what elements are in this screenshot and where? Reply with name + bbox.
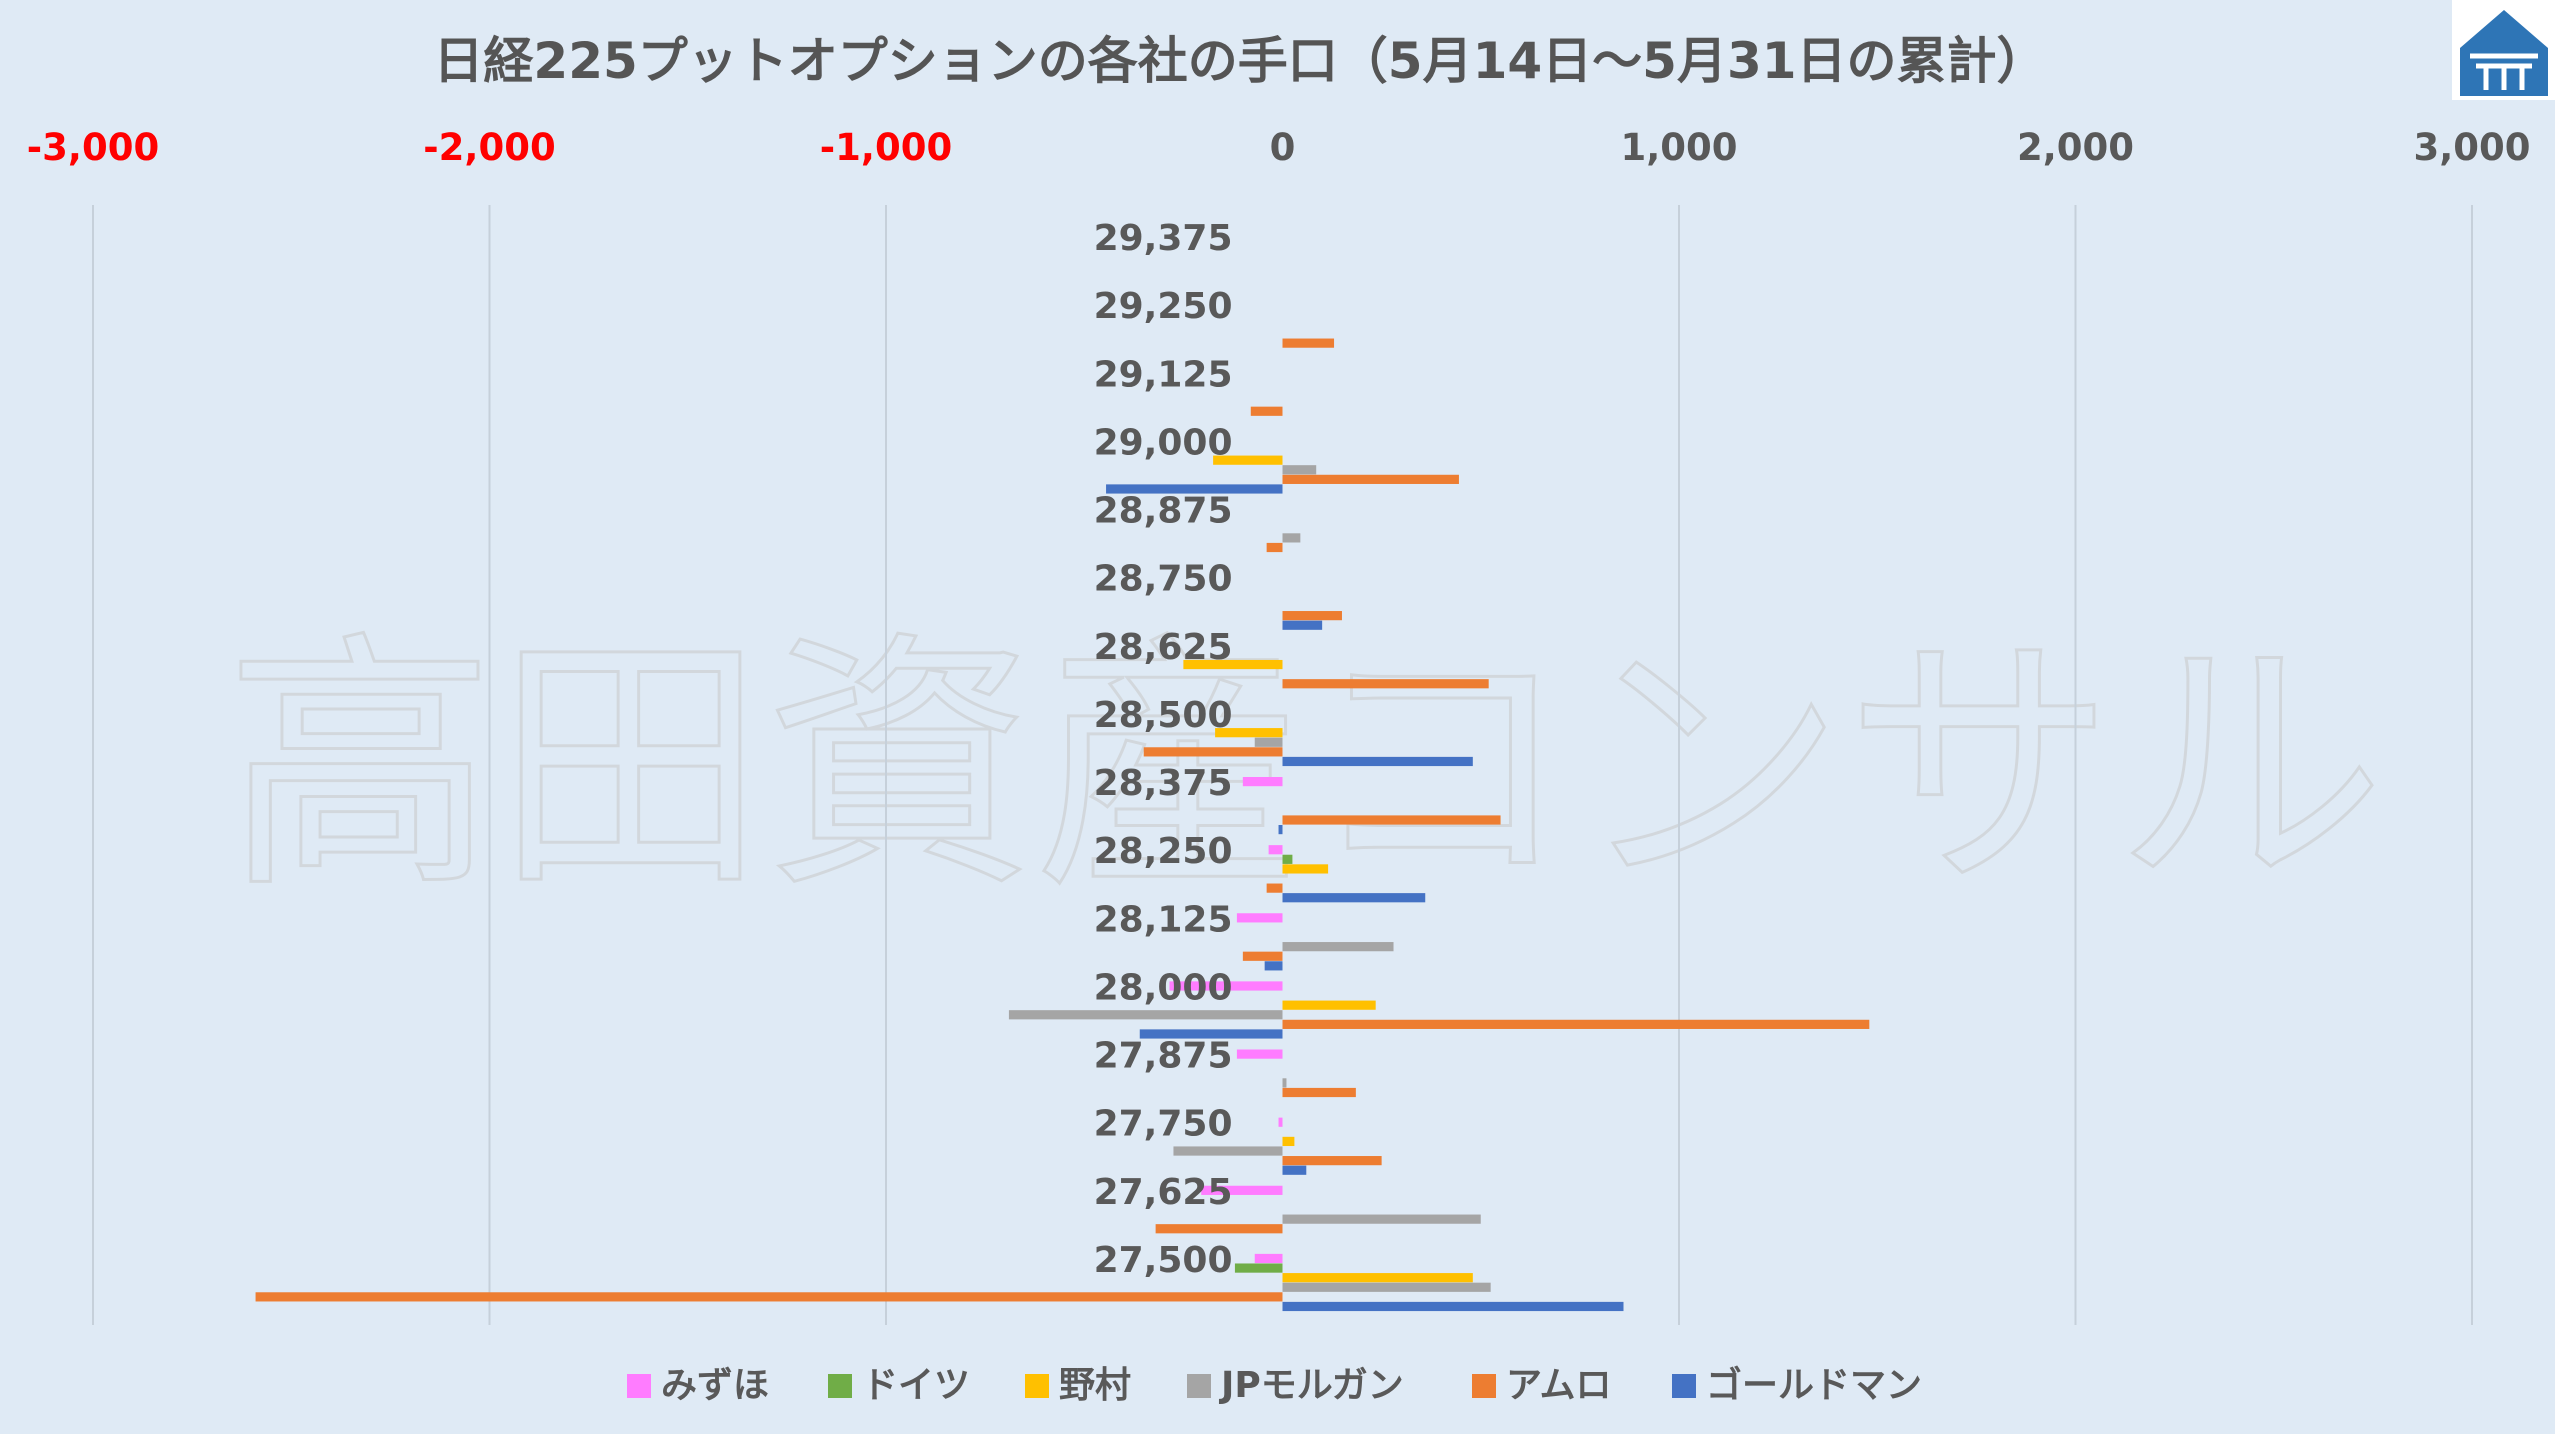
bar xyxy=(1282,1301,1624,1312)
logo-mark xyxy=(2470,53,2538,90)
bars xyxy=(255,338,1870,1312)
bar xyxy=(1282,1000,1376,1010)
legend-label: 野村 xyxy=(1059,1365,1131,1406)
bar xyxy=(1282,942,1394,952)
legend-label: JPモルガン xyxy=(1218,1365,1404,1406)
bar xyxy=(255,1292,1283,1302)
bar xyxy=(1201,1185,1283,1195)
bar xyxy=(1254,737,1283,747)
legend-swatch xyxy=(1672,1374,1696,1398)
bar xyxy=(1282,1214,1481,1224)
bar xyxy=(1236,1049,1283,1059)
x-tick-label: -3,000 xyxy=(27,126,159,169)
y-category-label: 29,375 xyxy=(1094,218,1233,259)
legend: みずほ ドイツ 野村 JPモルガン アムロ ゴールドマン xyxy=(627,1364,1922,1406)
legend-label: ゴールドマン xyxy=(1706,1364,1922,1406)
bar xyxy=(1282,611,1342,621)
legend-swatch xyxy=(1187,1374,1211,1398)
bar xyxy=(1282,1282,1491,1292)
gridlines xyxy=(92,205,2473,1325)
y-category-label: 27,875 xyxy=(1094,1036,1233,1077)
bar xyxy=(1106,484,1283,494)
legend-swatch xyxy=(828,1374,852,1398)
bar xyxy=(1282,1136,1295,1147)
bar xyxy=(1236,913,1283,923)
y-category-label: 28,875 xyxy=(1094,491,1233,532)
house-logo xyxy=(2452,0,2555,100)
y-category-label: 28,500 xyxy=(1094,695,1233,736)
y-category-label: 27,625 xyxy=(1094,1172,1233,1213)
bar xyxy=(1282,1165,1307,1175)
x-tick-label: -2,000 xyxy=(423,126,555,169)
bar xyxy=(1282,465,1317,475)
bar xyxy=(1266,883,1283,893)
y-category-label: 28,000 xyxy=(1094,967,1233,1008)
legend-swatch xyxy=(1472,1374,1496,1398)
chart-title: 日経225プットオプションの各社の手口（5月14日～5月31日の累計） xyxy=(433,32,2046,90)
bar xyxy=(1266,542,1283,553)
y-category-label: 28,375 xyxy=(1094,763,1233,804)
legend-swatch xyxy=(1025,1374,1049,1398)
bar xyxy=(1155,1224,1283,1234)
bar xyxy=(1282,756,1473,767)
bar xyxy=(1278,1117,1283,1127)
bar xyxy=(1282,1019,1870,1029)
bar xyxy=(1282,1273,1473,1283)
bar xyxy=(1268,845,1283,855)
y-category-label: 28,750 xyxy=(1094,559,1233,600)
y-category-label: 29,125 xyxy=(1094,354,1233,395)
bar xyxy=(1282,1087,1356,1098)
legend-label: ドイツ xyxy=(862,1365,970,1406)
bar xyxy=(1282,620,1323,630)
x-tick-label: 3,000 xyxy=(2413,126,2530,169)
bar xyxy=(1282,679,1489,689)
bar xyxy=(1282,338,1335,348)
bar xyxy=(1173,1146,1283,1156)
y-category-label: 28,250 xyxy=(1094,831,1233,872)
y-category-label: 28,625 xyxy=(1094,627,1233,668)
legend-swatch xyxy=(627,1374,651,1398)
bar xyxy=(1234,1263,1283,1273)
watermark: 高田資産コンサル xyxy=(225,609,2385,924)
legend-label: アムロ xyxy=(1506,1365,1611,1406)
x-axis-tick-labels: -3,000 -2,000 -1,000 0 1,000 2,000 3,000 xyxy=(27,126,2531,169)
bar xyxy=(1282,1078,1287,1088)
x-tick-label: -1,000 xyxy=(820,126,952,169)
bar xyxy=(1143,747,1283,757)
bar xyxy=(1282,815,1501,825)
bar xyxy=(1264,961,1283,971)
bar xyxy=(1282,474,1459,484)
x-tick-label: 2,000 xyxy=(2017,126,2134,169)
bar xyxy=(1183,659,1283,670)
legend-label: みずほ xyxy=(661,1365,769,1406)
x-tick-label: 0 xyxy=(1270,126,1296,169)
y-category-label: 29,000 xyxy=(1094,422,1233,463)
bar xyxy=(1139,1029,1283,1039)
y-category-label: 28,125 xyxy=(1094,899,1233,940)
y-category-label: 29,250 xyxy=(1094,286,1233,327)
bar xyxy=(1282,893,1426,903)
x-tick-label: 1,000 xyxy=(1620,126,1737,169)
bar xyxy=(1282,1156,1382,1166)
logo-house xyxy=(2460,10,2548,96)
y-category-label: 27,750 xyxy=(1094,1104,1233,1145)
bar xyxy=(1250,406,1283,416)
bar xyxy=(1282,864,1329,874)
bar xyxy=(1282,854,1293,864)
bar xyxy=(1278,825,1283,835)
y-axis-labels: 29,375 29,250 29,125 29,000 28,875 28,750 28,6… xyxy=(1094,218,1233,1281)
bar xyxy=(1169,981,1283,991)
y-category-label: 27,500 xyxy=(1094,1240,1233,1281)
bar xyxy=(1282,533,1301,543)
bar xyxy=(1215,728,1283,738)
bar xyxy=(1242,951,1283,961)
bar xyxy=(1008,1010,1283,1020)
bar xyxy=(1254,1253,1283,1264)
bar xyxy=(1213,455,1283,465)
bar xyxy=(1242,777,1283,787)
